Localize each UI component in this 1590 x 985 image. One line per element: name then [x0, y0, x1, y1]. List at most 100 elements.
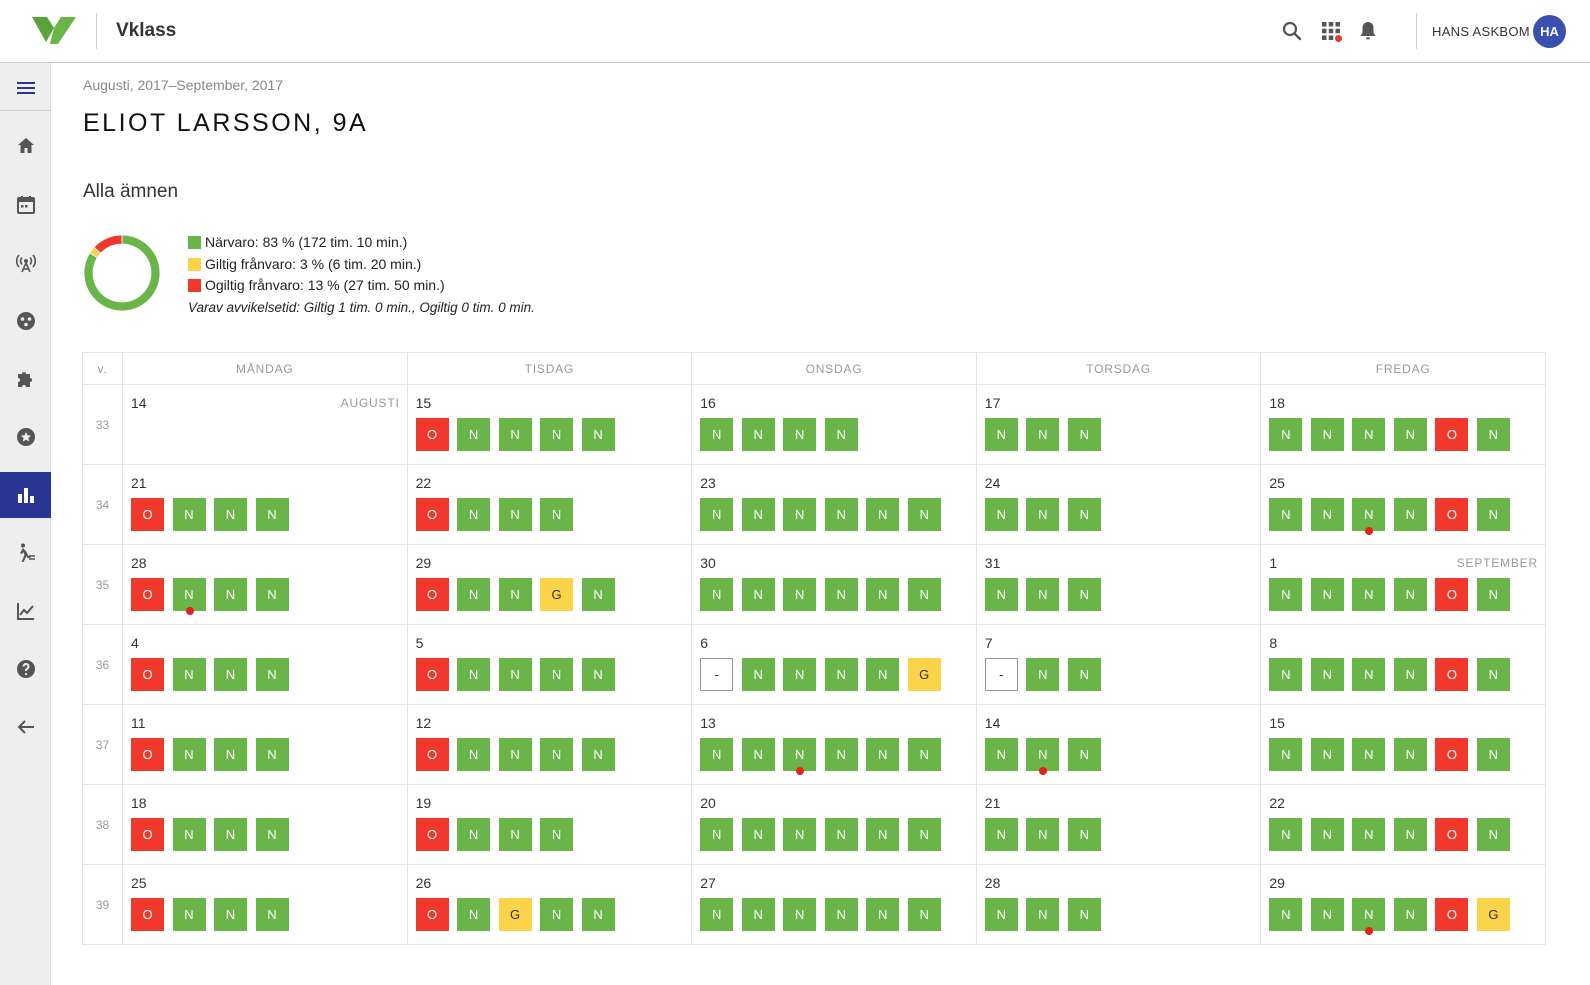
- lesson-status-n[interactable]: N: [1476, 818, 1510, 851]
- calendar-day-cell[interactable]: 14 N N N: [975, 704, 1262, 785]
- sidebar-item-statistics[interactable]: [0, 472, 51, 518]
- lesson-status-n[interactable]: N: [255, 818, 289, 851]
- lesson-status-n[interactable]: N: [1269, 578, 1303, 611]
- lesson-status-n[interactable]: N: [172, 578, 206, 615]
- lesson-status-n[interactable]: N: [1067, 818, 1101, 851]
- lesson-status-n[interactable]: N: [255, 898, 289, 931]
- lesson-status-n[interactable]: N: [1476, 418, 1510, 451]
- lesson-status-o[interactable]: O: [415, 658, 449, 691]
- lesson-status-o[interactable]: O: [415, 498, 449, 531]
- lesson-status-n[interactable]: N: [1026, 578, 1060, 611]
- calendar-day-cell[interactable]: 18 O N N N: [122, 784, 408, 865]
- calendar-day-cell[interactable]: 11 O N N N: [122, 704, 408, 785]
- lesson-status-n[interactable]: N: [498, 498, 532, 531]
- lesson-status-n[interactable]: N: [866, 578, 900, 611]
- calendar-day-cell[interactable]: 30 N N N N N N: [691, 544, 977, 625]
- lesson-status-n[interactable]: N: [984, 818, 1018, 851]
- sidebar-item-favorites[interactable]: [0, 414, 51, 460]
- user-name[interactable]: HANS ASKBOM: [1432, 24, 1530, 39]
- sidebar-item-calendar[interactable]: [0, 182, 51, 228]
- lesson-status-n[interactable]: N: [907, 898, 941, 931]
- calendar-day-cell[interactable]: 16 N N N N: [691, 384, 977, 465]
- lesson-status-n[interactable]: N: [1269, 738, 1303, 771]
- lesson-status-n[interactable]: N: [1310, 498, 1344, 531]
- lesson-status-unregistered[interactable]: -: [700, 658, 734, 691]
- lesson-status-n[interactable]: N: [741, 898, 775, 931]
- lesson-status-n[interactable]: N: [741, 738, 775, 771]
- lesson-status-n[interactable]: N: [700, 898, 734, 931]
- lesson-status-n[interactable]: N: [984, 418, 1018, 451]
- lesson-status-n[interactable]: N: [1352, 418, 1386, 451]
- lesson-status-n[interactable]: N: [700, 578, 734, 611]
- lesson-status-o[interactable]: O: [131, 498, 164, 531]
- lesson-status-n[interactable]: N: [1310, 898, 1344, 931]
- sidebar-item-help[interactable]: [0, 646, 51, 692]
- lesson-status-n[interactable]: N: [1393, 418, 1427, 451]
- lesson-status-n[interactable]: N: [540, 498, 574, 531]
- lesson-status-n[interactable]: N: [1310, 418, 1344, 451]
- lesson-status-n[interactable]: N: [1352, 578, 1386, 611]
- calendar-day-cell[interactable]: 12 O N N N N: [406, 704, 693, 785]
- lesson-status-n[interactable]: N: [581, 418, 615, 451]
- lesson-status-n[interactable]: N: [741, 418, 775, 451]
- lesson-status-n[interactable]: N: [783, 418, 817, 451]
- lesson-status-o[interactable]: O: [1435, 418, 1469, 451]
- calendar-day-cell[interactable]: 26 O N G N N: [406, 864, 693, 945]
- lesson-status-n[interactable]: N: [984, 578, 1018, 611]
- apps-icon[interactable]: [1319, 19, 1343, 43]
- lesson-status-n[interactable]: N: [1026, 658, 1060, 691]
- lesson-status-n[interactable]: N: [1269, 658, 1303, 691]
- lesson-status-n[interactable]: N: [1026, 738, 1060, 775]
- lesson-status-n[interactable]: N: [1393, 578, 1427, 611]
- calendar-day-cell[interactable]: 22 O N N N: [406, 464, 693, 545]
- lesson-status-n[interactable]: N: [172, 818, 206, 851]
- lesson-status-n[interactable]: N: [824, 658, 858, 691]
- lesson-status-o[interactable]: O: [131, 578, 164, 611]
- lesson-status-n[interactable]: N: [741, 658, 775, 691]
- calendar-day-cell[interactable]: 15 O N N N N: [406, 384, 693, 465]
- lesson-status-o[interactable]: O: [1435, 898, 1469, 931]
- lesson-status-n[interactable]: N: [824, 418, 858, 451]
- lesson-status-n[interactable]: N: [581, 658, 615, 691]
- lesson-status-n[interactable]: N: [214, 578, 247, 611]
- lesson-status-n[interactable]: N: [1269, 818, 1303, 851]
- lesson-status-n[interactable]: N: [700, 818, 734, 851]
- lesson-status-n[interactable]: N: [1310, 578, 1344, 611]
- lesson-status-n[interactable]: N: [540, 658, 574, 691]
- sidebar-item-modules[interactable]: [0, 356, 51, 402]
- lesson-status-o[interactable]: O: [1435, 738, 1469, 771]
- lesson-status-n[interactable]: N: [984, 898, 1018, 931]
- lesson-status-o[interactable]: O: [415, 418, 449, 451]
- lesson-status-n[interactable]: N: [700, 418, 734, 451]
- lesson-status-n[interactable]: N: [1393, 498, 1427, 531]
- lesson-status-n[interactable]: N: [1067, 658, 1101, 691]
- lesson-status-n[interactable]: N: [824, 898, 858, 931]
- sidebar-menu-button[interactable]: [0, 65, 51, 111]
- sidebar-item-back[interactable]: [0, 704, 51, 750]
- bell-icon[interactable]: [1356, 19, 1380, 43]
- lesson-status-n[interactable]: N: [172, 738, 206, 771]
- lesson-status-n[interactable]: N: [783, 578, 817, 611]
- lesson-status-n[interactable]: N: [581, 578, 615, 611]
- calendar-day-cell[interactable]: 21 O N N N: [122, 464, 408, 545]
- lesson-status-n[interactable]: N: [581, 898, 615, 931]
- lesson-status-n[interactable]: N: [866, 658, 900, 691]
- lesson-status-n[interactable]: N: [255, 658, 289, 691]
- lesson-status-o[interactable]: O: [131, 898, 164, 931]
- lesson-status-n[interactable]: N: [907, 738, 941, 771]
- lesson-status-n[interactable]: N: [824, 498, 858, 531]
- lesson-status-n[interactable]: N: [540, 898, 574, 931]
- calendar-day-cell[interactable]: 27 N N N N N N: [691, 864, 977, 945]
- calendar-day-cell[interactable]: 14 AUGUSTI: [122, 384, 408, 465]
- lesson-status-n[interactable]: N: [866, 898, 900, 931]
- calendar-day-cell[interactable]: 15 N N N N O N: [1260, 704, 1546, 785]
- lesson-status-o[interactable]: O: [1435, 658, 1469, 691]
- lesson-status-n[interactable]: N: [824, 738, 858, 771]
- lesson-status-n[interactable]: N: [1393, 818, 1427, 851]
- lesson-status-o[interactable]: O: [415, 898, 449, 931]
